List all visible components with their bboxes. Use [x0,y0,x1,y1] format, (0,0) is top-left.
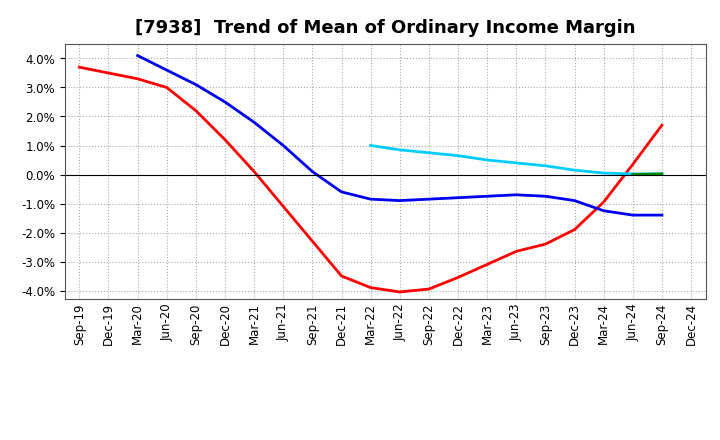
5 Years [454,195,462,200]
7 Years [395,147,404,153]
Legend: 3 Years, 5 Years, 7 Years, 10 Years: 3 Years, 5 Years, 7 Years, 10 Years [153,439,617,440]
3 Years [425,286,433,292]
5 Years [395,198,404,203]
7 Years [541,163,550,169]
5 Years [541,194,550,199]
3 Years [366,285,375,290]
3 Years [279,204,287,209]
7 Years [483,158,492,163]
3 Years [192,108,200,114]
5 Years [337,189,346,194]
Title: [7938]  Trend of Mean of Ordinary Income Margin: [7938] Trend of Mean of Ordinary Income … [135,19,636,37]
3 Years [541,242,550,247]
3 Years [657,123,666,128]
3 Years [163,85,171,90]
3 Years [133,76,142,81]
10 Years [657,171,666,176]
3 Years [570,227,579,232]
3 Years [75,65,84,70]
5 Years [220,99,229,105]
7 Years [454,153,462,158]
3 Years [483,262,492,267]
7 Years [657,171,666,176]
3 Years [250,169,258,174]
5 Years [133,53,142,58]
7 Years [570,168,579,173]
7 Years [629,171,637,176]
Line: 3 Years: 3 Years [79,67,662,292]
3 Years [308,238,317,244]
3 Years [629,162,637,167]
7 Years [599,170,608,176]
3 Years [395,290,404,295]
3 Years [454,275,462,280]
5 Years [279,143,287,148]
5 Years [483,194,492,199]
Line: 10 Years: 10 Years [633,174,662,175]
7 Years [366,143,375,148]
5 Years [250,120,258,125]
Line: 5 Years: 5 Years [138,55,662,215]
3 Years [220,137,229,143]
5 Years [192,82,200,87]
3 Years [599,199,608,205]
3 Years [337,273,346,279]
10 Years [629,172,637,177]
5 Years [366,197,375,202]
Line: 7 Years: 7 Years [371,146,662,174]
5 Years [512,192,521,198]
3 Years [104,70,113,76]
5 Years [570,198,579,203]
5 Years [308,169,317,174]
5 Years [629,213,637,218]
7 Years [512,160,521,165]
7 Years [425,150,433,155]
5 Years [163,67,171,73]
5 Years [657,213,666,218]
3 Years [512,249,521,254]
5 Years [425,197,433,202]
5 Years [599,208,608,213]
